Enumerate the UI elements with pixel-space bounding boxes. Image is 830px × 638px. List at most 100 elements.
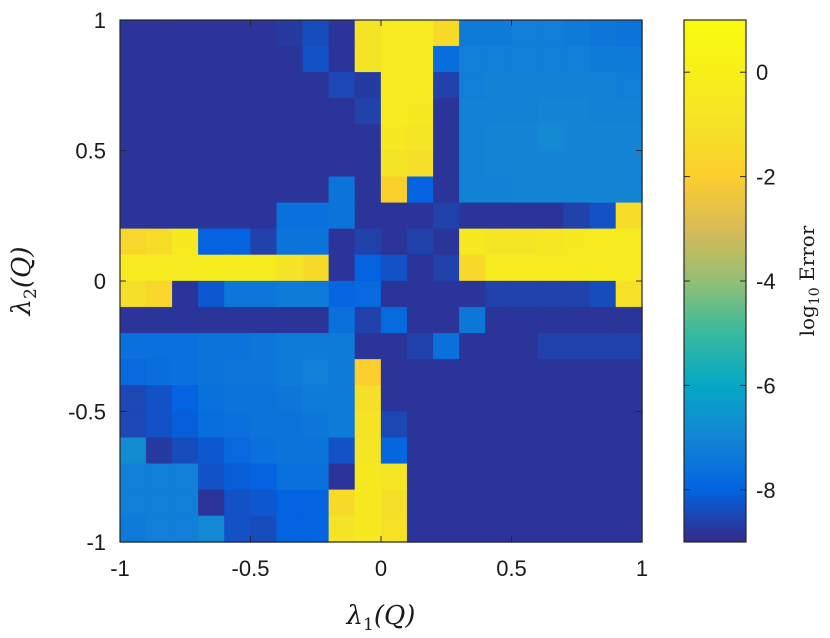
colorbar-tick-label: -8 (756, 478, 776, 503)
heatmap-cell (615, 202, 643, 230)
heatmap-cell (224, 359, 252, 387)
heatmap-cell (302, 98, 330, 126)
heatmap-cell (119, 228, 147, 256)
heatmap-cell (172, 45, 199, 73)
heatmap-cell (380, 411, 408, 439)
heatmap-cell (615, 489, 643, 517)
heatmap-cell (406, 463, 434, 491)
heatmap-cell (172, 463, 199, 491)
colorbar-tick-label: -2 (756, 165, 776, 190)
heatmap-cell (406, 280, 434, 308)
heatmap-cell (172, 437, 199, 465)
heatmap-cell (406, 150, 434, 178)
heatmap-cell (328, 254, 356, 282)
heatmap-cell (354, 124, 382, 152)
heatmap-cell (563, 150, 591, 178)
heatmap-cell (328, 411, 356, 439)
heatmap-cell (172, 333, 199, 360)
heatmap-cell (224, 45, 252, 73)
heatmap-cell (459, 254, 487, 282)
heatmap-cell (615, 437, 643, 465)
heatmap-cell (328, 489, 356, 517)
heatmap-cell (276, 150, 304, 178)
heatmap-cell (224, 254, 252, 282)
heatmap-cell (224, 19, 252, 47)
heatmap-cell (354, 72, 382, 99)
heatmap-cell (615, 411, 643, 439)
heatmap-cell (224, 463, 252, 491)
heatmap-cell (198, 202, 226, 230)
heatmap-cell (459, 411, 487, 439)
heatmap-cell (615, 254, 643, 282)
heatmap-cell (406, 124, 434, 152)
heatmap-cell (589, 72, 617, 99)
heatmap-cell (433, 306, 460, 334)
heatmap-cell (485, 463, 513, 491)
heatmap-cell (328, 359, 356, 387)
heatmap-cell (145, 333, 173, 360)
heatmap-cell (302, 19, 330, 47)
heatmap-cell (563, 463, 591, 491)
heatmap-cell (406, 515, 434, 543)
heatmap-cell (615, 385, 643, 413)
heatmap-cell (563, 359, 591, 387)
heatmap-cell (485, 489, 513, 517)
heatmap-cell (459, 176, 487, 204)
heatmap-cell (589, 333, 617, 360)
heatmap-cell (354, 333, 382, 360)
heatmap-cell (485, 124, 513, 152)
heatmap-cell (537, 306, 565, 334)
heatmap-cell (380, 228, 408, 256)
heatmap-cell (354, 385, 382, 413)
heatmap-cell (589, 254, 617, 282)
heatmap-cell (615, 150, 643, 178)
heatmap-cell (328, 45, 356, 73)
heatmap-cell (406, 254, 434, 282)
heatmap-cell (198, 228, 226, 256)
heatmap-cell (433, 228, 460, 256)
heatmap-cell (589, 19, 617, 47)
heatmap-cell (198, 411, 226, 439)
heatmap-cell (563, 411, 591, 439)
heatmap-cell (537, 19, 565, 47)
heatmap-cell (380, 45, 408, 73)
heatmap-cell (302, 202, 330, 230)
heatmap-cell (459, 72, 487, 99)
heatmap-cell (302, 411, 330, 439)
heatmap-cell (537, 45, 565, 73)
heatmap-cell (563, 280, 591, 308)
heatmap-cell (537, 489, 565, 517)
heatmap-cell (302, 333, 330, 360)
heatmap-cell (328, 124, 356, 152)
heatmap-cell (224, 280, 252, 308)
heatmap-cell (302, 437, 330, 465)
heatmap-cell (145, 150, 173, 178)
heatmap-cell (406, 437, 434, 465)
heatmap-cell (563, 202, 591, 230)
heatmap-cell (485, 228, 513, 256)
heatmap-cell (433, 437, 460, 465)
heatmap-cell (119, 124, 147, 152)
heatmap-cell (302, 489, 330, 517)
heatmap-cell (459, 306, 487, 334)
heatmap-cell (250, 333, 278, 360)
heatmap-cell (328, 306, 356, 334)
heatmap-cell (172, 254, 199, 282)
heatmap-cell (198, 176, 226, 204)
heatmap-cell (406, 176, 434, 204)
heatmap-cell (459, 202, 487, 230)
heatmap-cell (380, 489, 408, 517)
heatmap-cell (511, 124, 539, 152)
heatmap-cell (172, 202, 199, 230)
heatmap-cell (537, 124, 565, 152)
heatmap-cell (302, 306, 330, 334)
heatmap-cell (328, 150, 356, 178)
heatmap-cell (615, 359, 643, 387)
heatmap-cell (354, 19, 382, 47)
heatmap-cell (380, 98, 408, 126)
heatmap-cell (198, 150, 226, 178)
heatmap-cell (406, 385, 434, 413)
heatmap-cell (198, 489, 226, 517)
heatmap-cell (276, 359, 304, 387)
heatmap-cell (433, 463, 460, 491)
